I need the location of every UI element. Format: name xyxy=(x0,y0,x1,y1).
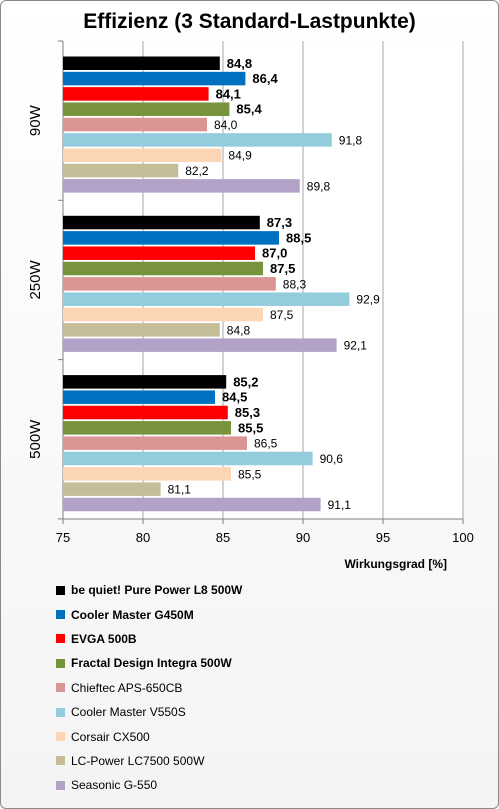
bar xyxy=(63,148,222,162)
bar xyxy=(63,390,215,404)
bar xyxy=(63,71,246,86)
legend-swatch xyxy=(56,756,65,766)
bar xyxy=(63,87,209,101)
chart-legend: be quiet! Pure Power L8 500W Cooler Maste… xyxy=(56,578,242,798)
data-label: 85,2 xyxy=(233,374,258,389)
legend-label: EVGA 500B xyxy=(71,631,137,646)
data-label: 88,3 xyxy=(283,277,307,291)
bar xyxy=(63,292,350,306)
data-label: 87,5 xyxy=(270,308,294,322)
legend-label: Cooler Master V550S xyxy=(71,705,186,720)
data-label: 81,1 xyxy=(168,483,192,497)
data-label: 87,5 xyxy=(270,261,295,276)
legend-item: Corsair CX500 xyxy=(56,724,242,748)
legend-label: Fractal Design Integra 500W xyxy=(71,656,232,671)
bar xyxy=(63,451,313,466)
x-axis-title: Wirkungsgrad [%] xyxy=(344,557,447,571)
legend-swatch xyxy=(56,634,65,644)
legend-item: be quiet! Pure Power L8 500W xyxy=(56,578,242,602)
bar xyxy=(63,231,279,245)
data-label: 87,0 xyxy=(262,246,287,261)
legend-label: Chieftec APS-650CB xyxy=(71,680,183,695)
legend-swatch xyxy=(56,732,65,742)
x-tick-label: 80 xyxy=(136,530,150,545)
legend-item: LC-Power LC7500 500W xyxy=(56,749,242,773)
bar xyxy=(63,323,220,337)
bar xyxy=(63,405,228,420)
bar xyxy=(63,375,227,389)
data-label: 86,5 xyxy=(254,437,278,451)
legend-item: Cooler Master V550S xyxy=(56,700,242,724)
bar xyxy=(63,133,332,147)
bar xyxy=(63,497,321,512)
data-label: 92,9 xyxy=(356,293,380,307)
data-label: 91,8 xyxy=(339,133,363,147)
bar xyxy=(63,261,263,276)
data-label: 91,1 xyxy=(328,498,352,512)
data-label: 85,3 xyxy=(235,405,260,420)
data-label: 84,8 xyxy=(227,56,252,71)
bar xyxy=(63,179,300,193)
bar xyxy=(63,467,231,481)
legend-swatch xyxy=(56,585,65,595)
data-label: 87,3 xyxy=(267,215,292,230)
legend-swatch xyxy=(56,780,65,790)
legend-item: EVGA 500B xyxy=(56,627,242,651)
data-label: 82,2 xyxy=(185,164,209,178)
data-label: 90,6 xyxy=(320,452,344,466)
x-tick-label: 85 xyxy=(216,530,230,545)
bar xyxy=(63,338,337,352)
legend-label: Cooler Master G450M xyxy=(71,607,194,622)
bar xyxy=(63,436,247,450)
category-label: 500W xyxy=(27,419,44,459)
data-label: 84,0 xyxy=(214,118,238,132)
x-tick-label: 90 xyxy=(296,530,310,545)
legend-item: Seasonic G-550 xyxy=(56,773,242,797)
bar xyxy=(63,215,260,230)
data-label: 92,1 xyxy=(344,339,368,353)
bar xyxy=(63,482,161,496)
bar xyxy=(63,56,220,70)
legend-label: LC-Power LC7500 500W xyxy=(71,753,205,768)
bar xyxy=(63,307,263,322)
data-label: 85,4 xyxy=(236,102,262,117)
legend-swatch xyxy=(56,683,65,693)
bar xyxy=(63,421,231,435)
data-label: 89,8 xyxy=(307,179,331,193)
data-label: 84,9 xyxy=(228,149,252,163)
legend-label: Seasonic G-550 xyxy=(71,778,158,793)
data-label: 84,8 xyxy=(227,323,251,337)
bar xyxy=(63,246,255,260)
legend-swatch xyxy=(56,610,65,620)
x-tick-label: 75 xyxy=(56,530,70,545)
legend-label: be quiet! Pure Power L8 500W xyxy=(71,583,243,598)
legend-swatch xyxy=(56,658,65,668)
category-label: 90W xyxy=(27,104,44,136)
chart-title: Effizienz (3 Standard-Lastpunkte) xyxy=(83,10,416,33)
legend-item: Chieftec APS-650CB xyxy=(56,676,242,700)
bar xyxy=(63,102,230,116)
category-label: 250W xyxy=(27,260,44,300)
legend-item: Cooler Master G450M xyxy=(56,602,242,626)
data-label: 85,5 xyxy=(238,420,263,435)
legend-item: Fractal Design Integra 500W xyxy=(56,651,242,675)
bar xyxy=(63,163,179,178)
x-tick-label: 95 xyxy=(376,530,390,545)
data-label: 84,1 xyxy=(216,86,241,101)
legend-swatch xyxy=(56,707,65,717)
bar xyxy=(63,117,207,132)
data-label: 86,4 xyxy=(252,71,278,86)
data-label: 88,5 xyxy=(286,230,311,245)
x-tick-label: 100 xyxy=(452,530,474,545)
data-label: 85,5 xyxy=(238,467,262,481)
data-label: 84,5 xyxy=(222,390,247,405)
bar xyxy=(63,277,276,291)
legend-label: Corsair CX500 xyxy=(71,729,150,744)
